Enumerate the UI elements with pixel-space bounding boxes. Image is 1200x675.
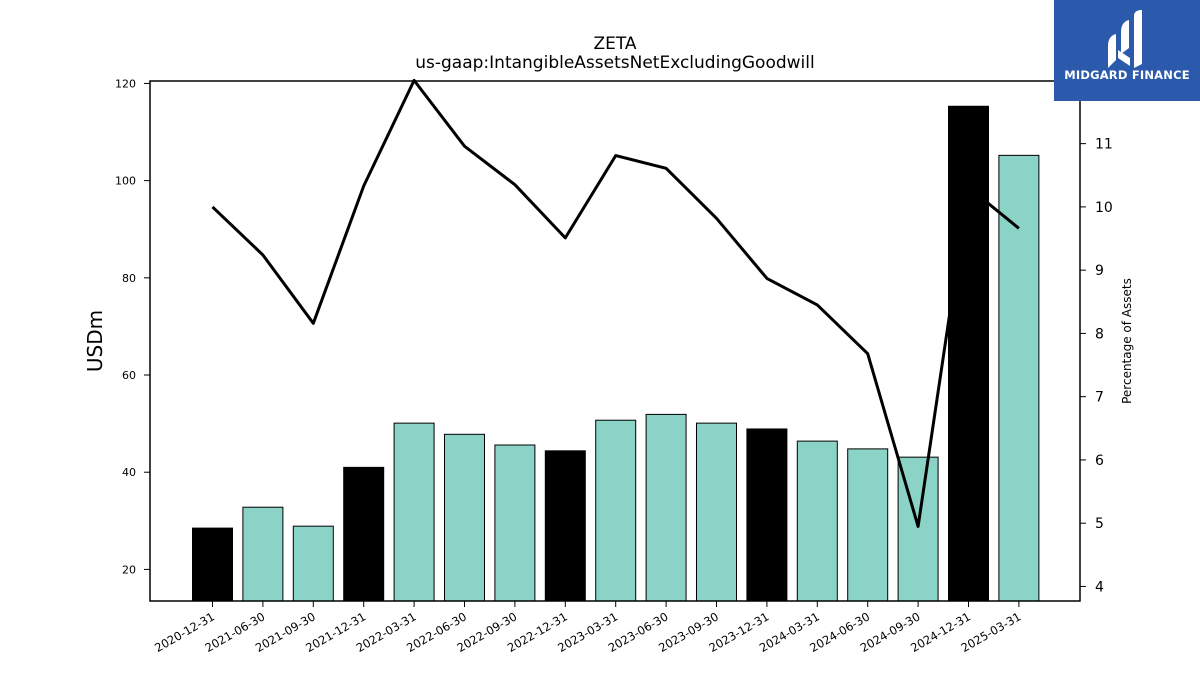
bar-2025-03-31	[998, 154, 1040, 602]
chart-subtitle: us-gaap:IntangibleAssetsNetExcludingGood…	[415, 53, 814, 73]
midgard-logo-icon	[1108, 10, 1142, 68]
bar-2022-06-30	[444, 433, 485, 602]
y-tick-label-40: 40	[122, 466, 136, 479]
bar-2024-12-31	[948, 105, 989, 602]
bar-2024-03-31	[796, 440, 838, 602]
y2-tick-label-10: 10	[1095, 200, 1113, 216]
chart-title: ZETA	[593, 34, 636, 54]
y2-tick-label-7: 7	[1095, 390, 1104, 406]
y-tick-label-120: 120	[115, 77, 136, 90]
y-axis-label: USDm	[83, 310, 107, 372]
y2-tick-label-4: 4	[1095, 579, 1104, 595]
y-tick-label-80: 80	[122, 272, 136, 285]
bar-2021-09-30	[292, 525, 334, 602]
bar-2024-06-30	[847, 448, 889, 602]
y2-tick-label-11: 11	[1095, 137, 1113, 153]
y2-tick-label-5: 5	[1095, 516, 1104, 532]
bar-2022-03-31	[393, 422, 435, 602]
percentage-line	[211, 78, 1020, 528]
bar-2023-12-31	[746, 428, 788, 602]
brand-logo: MIDGARD FINANCE	[1054, 0, 1200, 101]
bar-2023-09-30	[696, 422, 737, 602]
bar-2020-12-31	[192, 527, 233, 602]
bar-2023-06-30	[645, 413, 687, 602]
bar-2022-09-30	[494, 444, 536, 602]
y2-tick-label-6: 6	[1095, 453, 1104, 469]
bar-2021-12-31	[343, 466, 385, 602]
brand-name: MIDGARD FINANCE	[1064, 68, 1190, 82]
y2-tick-label-9: 9	[1095, 263, 1104, 279]
y-tick-label-20: 20	[122, 563, 136, 576]
plot-frame	[149, 80, 1081, 602]
y2-axis-label: Percentage of Assets	[1120, 278, 1134, 404]
y2-tick-label-8: 8	[1095, 326, 1104, 342]
bar-2023-03-31	[595, 419, 637, 602]
bar-2022-12-31	[544, 450, 586, 602]
y-tick-label-100: 100	[115, 175, 136, 188]
bar-2021-06-30	[242, 506, 284, 602]
y-tick-label-60: 60	[122, 369, 136, 382]
